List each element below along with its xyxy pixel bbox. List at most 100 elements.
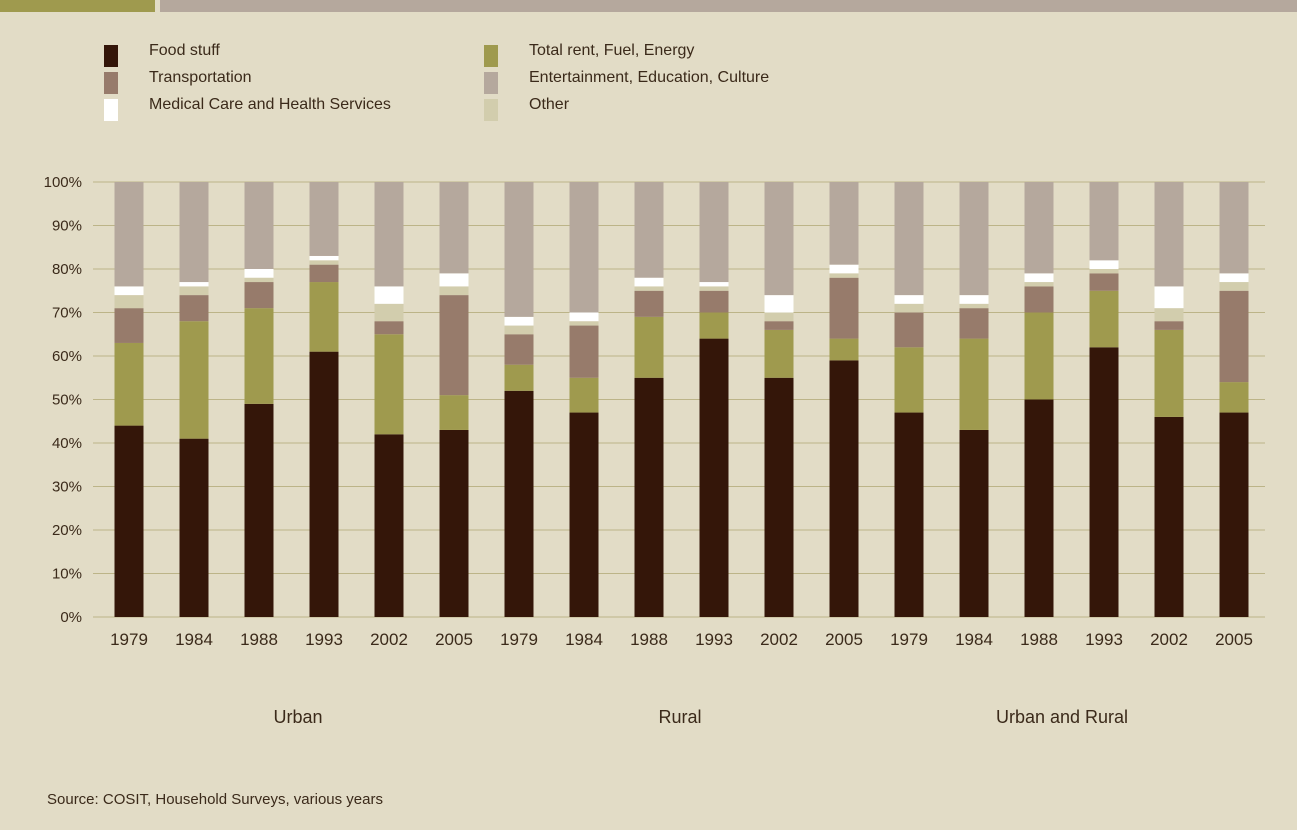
bar-segment-medical-care-and-health-services xyxy=(374,286,404,304)
bar-segment-total-rent-fuel-energy xyxy=(1024,312,1054,400)
bar-segment-entertainment-education-culture xyxy=(439,182,469,274)
bar-segment-total-rent-fuel-energy xyxy=(439,395,469,430)
bar-segment-transportation xyxy=(1154,321,1184,330)
bar-segment-other xyxy=(309,260,339,265)
bar-segment-food-stuff xyxy=(959,429,989,617)
x-tick-label: 1979 xyxy=(500,630,538,649)
group-label-urban: Urban xyxy=(273,707,323,727)
y-tick-label: 30% xyxy=(52,479,82,496)
bar-segment-food-stuff xyxy=(1219,412,1249,617)
bar-segment-total-rent-fuel-energy xyxy=(374,334,404,435)
y-tick-label: 80% xyxy=(52,261,82,278)
group-label-rural: Rural xyxy=(658,707,702,727)
x-tick-label: 1988 xyxy=(240,630,278,649)
x-tick-label: 2002 xyxy=(760,630,798,649)
bar-segment-entertainment-education-culture xyxy=(114,182,144,287)
bar-segment-other xyxy=(114,295,144,309)
x-tick-label: 2005 xyxy=(1215,630,1253,649)
bar-segment-medical-care-and-health-services xyxy=(569,312,599,322)
bar-segment-entertainment-education-culture xyxy=(1154,182,1184,287)
source-note: Source: COSIT, Household Surveys, variou… xyxy=(47,791,383,808)
bar-segment-entertainment-education-culture xyxy=(959,182,989,296)
bar-segment-food-stuff xyxy=(894,412,924,617)
y-tick-label: 70% xyxy=(52,305,82,322)
legend-swatch-food xyxy=(104,45,118,67)
bar-segment-total-rent-fuel-energy xyxy=(309,282,339,352)
bar-segment-medical-care-and-health-services xyxy=(699,282,729,287)
legend-swatch-other xyxy=(484,99,498,121)
y-tick-label: 60% xyxy=(52,348,82,365)
bar-segment-total-rent-fuel-energy xyxy=(179,321,209,439)
x-tick-label: 1979 xyxy=(890,630,928,649)
bar-segment-other xyxy=(179,286,209,296)
bar-segment-other xyxy=(244,277,274,283)
bar-segment-other xyxy=(504,325,534,335)
legend-label-rent: Total rent, Fuel, Energy xyxy=(529,42,695,59)
bar-segment-medical-care-and-health-services xyxy=(1219,273,1249,283)
bar-segment-transportation xyxy=(829,277,859,339)
legend-swatch-rent xyxy=(484,45,498,67)
bar-segment-total-rent-fuel-energy xyxy=(959,338,989,430)
bar-segment-food-stuff xyxy=(114,425,144,617)
bar-segment-transportation xyxy=(1024,286,1054,313)
bar-segment-other xyxy=(374,303,404,322)
legend-label-transportation: Transportation xyxy=(149,69,252,86)
bar-segment-food-stuff xyxy=(244,403,274,617)
x-tick-label: 2002 xyxy=(1150,630,1188,649)
x-tick-label: 1984 xyxy=(565,630,603,649)
x-tick-label: 1984 xyxy=(955,630,993,649)
bar-segment-total-rent-fuel-energy xyxy=(569,377,599,413)
bar-segment-food-stuff xyxy=(374,434,404,617)
group-label-urban-and-rural: Urban and Rural xyxy=(995,707,1129,727)
bar-segment-transportation xyxy=(114,308,144,343)
bar-segment-total-rent-fuel-energy xyxy=(699,312,729,339)
bar-segment-entertainment-education-culture xyxy=(504,182,534,317)
bar-segment-other xyxy=(439,286,469,296)
x-tick-label: 1993 xyxy=(305,630,343,649)
bar-segment-total-rent-fuel-energy xyxy=(1154,329,1184,417)
bar-segment-entertainment-education-culture xyxy=(829,182,859,265)
legend-label-other: Other xyxy=(529,96,570,113)
legend-swatch-entertainment xyxy=(484,72,498,94)
x-tick-label: 1988 xyxy=(630,630,668,649)
bar-segment-transportation xyxy=(504,334,534,365)
bar-segment-entertainment-education-culture xyxy=(1024,182,1054,274)
bar-segment-entertainment-education-culture xyxy=(569,182,599,313)
legend-swatch-transportation xyxy=(104,72,118,94)
bar-segment-entertainment-education-culture xyxy=(309,182,339,256)
bar-segment-food-stuff xyxy=(569,412,599,617)
bar-segment-total-rent-fuel-energy xyxy=(504,364,534,391)
bar-segment-medical-care-and-health-services xyxy=(439,273,469,287)
stacked-bar-chart: 0% 10% 20% 30% 40% 50% 60% 70% 80% 90% 100% 1979 198… xyxy=(44,174,1265,649)
x-tick-label: 1979 xyxy=(110,630,148,649)
bar-segment-total-rent-fuel-energy xyxy=(244,308,274,404)
bar-segment-other xyxy=(764,312,794,322)
bar-segment-total-rent-fuel-energy xyxy=(114,342,144,426)
bar-segment-transportation xyxy=(894,312,924,348)
bar-segment-transportation xyxy=(959,308,989,339)
bar-segment-food-stuff xyxy=(439,429,469,617)
legend-swatch-medical xyxy=(104,99,118,121)
bar-segment-medical-care-and-health-services xyxy=(179,282,209,287)
bar-segment-entertainment-education-culture xyxy=(894,182,924,296)
bar-segment-entertainment-education-culture xyxy=(244,182,274,269)
bar-segment-medical-care-and-health-services xyxy=(829,264,859,274)
legend-label-medical: Medical Care and Health Services xyxy=(149,96,391,113)
y-tick-label: 90% xyxy=(52,218,82,235)
bar-segment-other xyxy=(634,286,664,291)
bar-segment-medical-care-and-health-services xyxy=(634,277,664,287)
x-tick-label: 1993 xyxy=(1085,630,1123,649)
bar-segment-other xyxy=(569,321,599,326)
bar-segment-medical-care-and-health-services xyxy=(504,316,534,326)
bar-segment-medical-care-and-health-services xyxy=(244,269,274,278)
bar-segment-food-stuff xyxy=(1154,416,1184,617)
bar-segment-transportation xyxy=(244,282,274,309)
bar-segment-transportation xyxy=(764,321,794,330)
bar-segment-total-rent-fuel-energy xyxy=(1089,290,1119,348)
x-tick-label: 2002 xyxy=(370,630,408,649)
bar-segment-total-rent-fuel-energy xyxy=(1219,382,1249,413)
bar-segment-total-rent-fuel-energy xyxy=(764,329,794,378)
bar-segment-food-stuff xyxy=(1024,399,1054,617)
bar-segment-transportation xyxy=(309,264,339,283)
bar-segment-transportation xyxy=(1219,290,1249,383)
